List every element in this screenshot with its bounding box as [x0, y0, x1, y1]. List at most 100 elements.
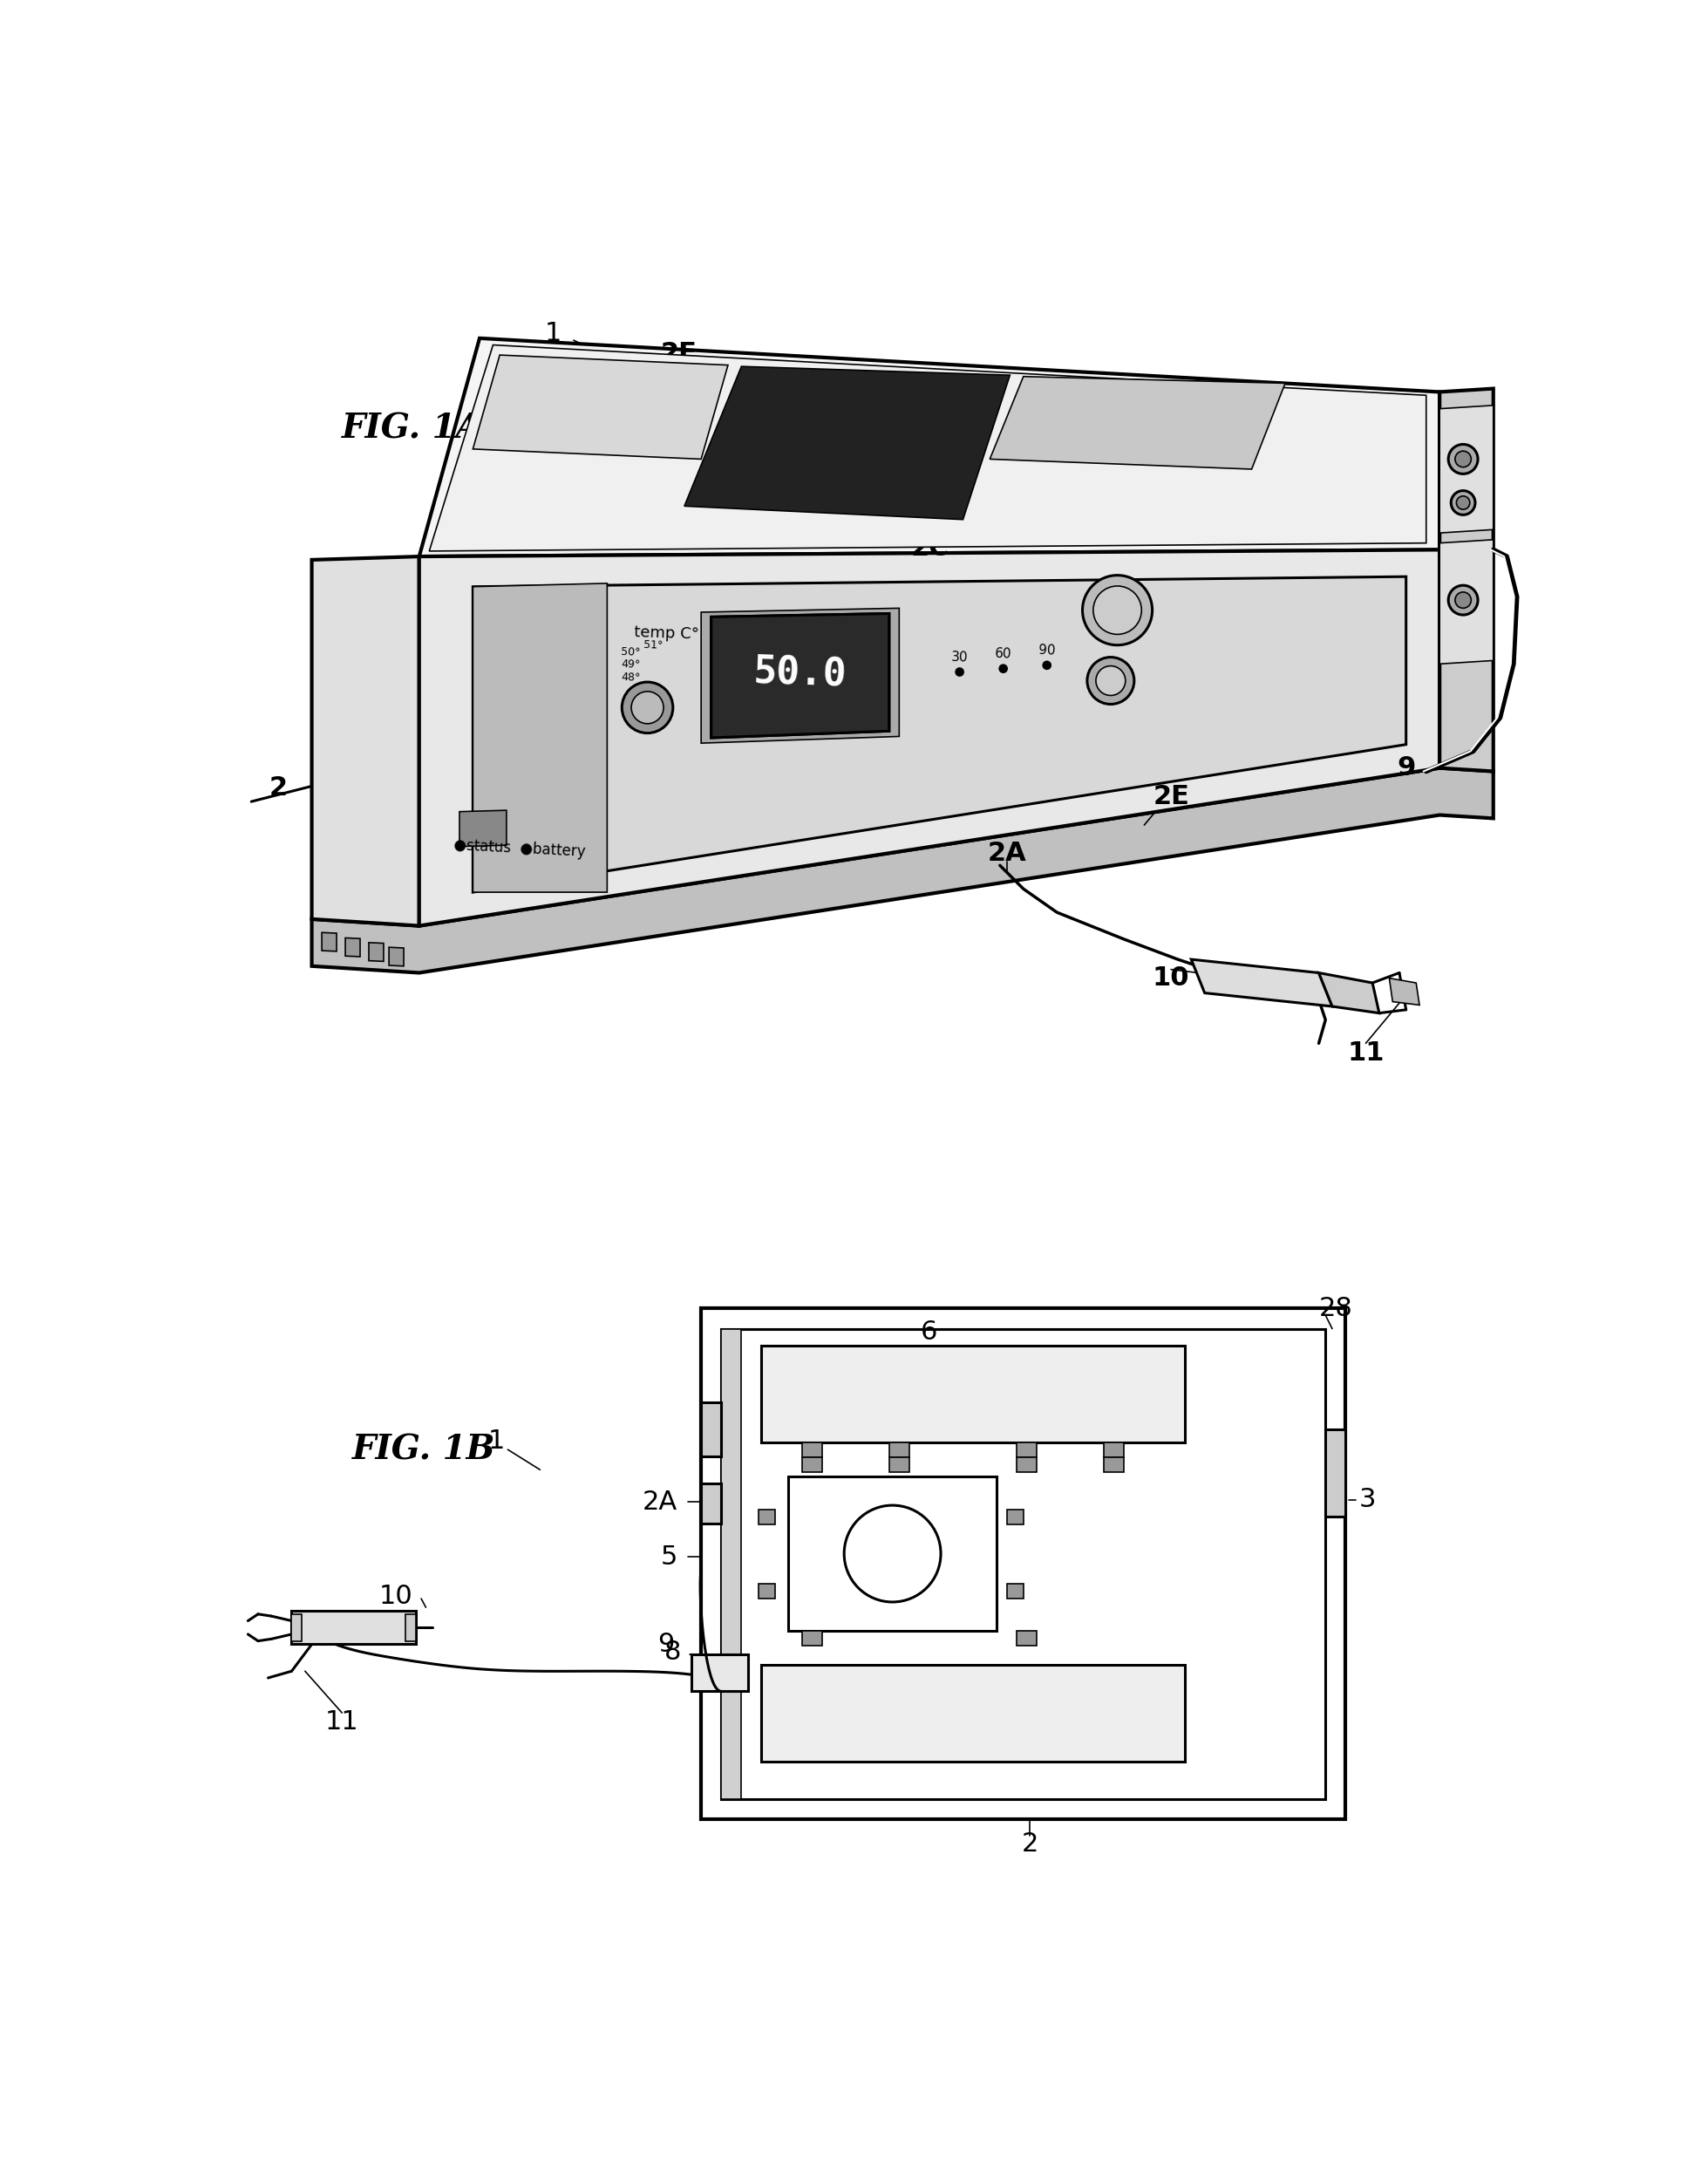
Bar	[1016, 1631, 1037, 1646]
Polygon shape	[418, 550, 1440, 927]
Polygon shape	[1389, 979, 1419, 1005]
Bar	[1016, 1457, 1037, 1472]
Text: 3: 3	[1360, 1488, 1377, 1512]
Text: 2: 2	[1021, 1831, 1038, 1857]
Text: 8: 8	[664, 1640, 681, 1666]
Text: 1: 1	[545, 322, 562, 346]
Polygon shape	[313, 768, 1493, 972]
Circle shape	[632, 692, 663, 724]
Circle shape	[1457, 496, 1471, 509]
Text: 2D: 2D	[1245, 513, 1286, 539]
Polygon shape	[389, 948, 403, 966]
Text: 2E: 2E	[1153, 785, 1189, 809]
Text: 49°: 49°	[620, 659, 640, 670]
Bar	[721, 1329, 741, 1799]
Bar	[1103, 1442, 1124, 1457]
Polygon shape	[418, 339, 1440, 557]
Text: 2A: 2A	[987, 840, 1027, 866]
Text: 50.0: 50.0	[753, 655, 847, 694]
Bar	[762, 1664, 1185, 1762]
Bar	[789, 1477, 996, 1631]
Text: 6: 6	[921, 1692, 938, 1718]
Bar	[407, 1614, 415, 1640]
Circle shape	[1044, 661, 1050, 670]
Circle shape	[844, 1505, 941, 1603]
Text: 30: 30	[951, 650, 968, 663]
Circle shape	[1455, 592, 1471, 609]
Text: 7: 7	[786, 1488, 801, 1512]
Text: 48°: 48°	[620, 672, 640, 683]
Polygon shape	[1440, 539, 1493, 663]
Bar	[721, 1329, 1325, 1799]
Bar	[1006, 1509, 1023, 1525]
Bar	[1325, 1429, 1346, 1516]
Circle shape	[1093, 585, 1141, 635]
Text: 11: 11	[325, 1710, 359, 1733]
Text: 50°: 50°	[620, 646, 640, 659]
Polygon shape	[1440, 389, 1493, 772]
Bar	[801, 1442, 822, 1457]
Polygon shape	[369, 942, 384, 961]
Text: 5: 5	[661, 1544, 678, 1570]
Text: 11: 11	[1348, 1042, 1383, 1066]
Text: 28: 28	[1319, 1296, 1353, 1320]
Bar	[1103, 1457, 1124, 1472]
Text: 2A: 2A	[642, 1490, 678, 1514]
Polygon shape	[313, 557, 418, 927]
Text: 51°: 51°	[644, 639, 663, 650]
Bar	[890, 1442, 909, 1457]
Bar	[801, 1457, 822, 1472]
Text: 2F: 2F	[661, 341, 697, 365]
Text: 6V: 6V	[943, 1375, 1003, 1414]
Circle shape	[1448, 585, 1477, 616]
Polygon shape	[1190, 959, 1332, 1007]
Text: 9: 9	[1397, 755, 1416, 781]
Bar	[890, 1457, 909, 1472]
Polygon shape	[429, 346, 1426, 550]
Polygon shape	[702, 609, 898, 744]
Polygon shape	[1319, 972, 1378, 1014]
Circle shape	[999, 666, 1008, 672]
Bar	[702, 1309, 1346, 1818]
Bar	[1006, 1583, 1023, 1599]
Polygon shape	[473, 355, 728, 459]
Bar	[801, 1631, 822, 1646]
Text: 2B: 2B	[910, 705, 950, 729]
Circle shape	[1083, 574, 1153, 646]
Text: 10: 10	[379, 1583, 412, 1610]
Text: 1: 1	[488, 1429, 506, 1455]
Text: 60: 60	[994, 646, 1011, 661]
Bar	[758, 1583, 775, 1599]
Polygon shape	[1440, 405, 1493, 533]
Circle shape	[955, 668, 963, 676]
Polygon shape	[459, 811, 507, 846]
Polygon shape	[473, 583, 606, 892]
Circle shape	[622, 683, 673, 733]
Text: temp C°: temp C°	[634, 624, 699, 642]
Circle shape	[1088, 657, 1134, 705]
Bar	[762, 1346, 1185, 1442]
Text: 6V: 6V	[943, 1692, 1003, 1733]
Bar	[758, 1509, 775, 1525]
Text: FIG. 1B: FIG. 1B	[352, 1433, 495, 1466]
Text: 6: 6	[921, 1320, 938, 1344]
Text: 10: 10	[1153, 966, 1189, 992]
Bar	[292, 1612, 415, 1644]
Polygon shape	[685, 365, 1009, 520]
Bar	[292, 1614, 302, 1640]
Text: 90: 90	[1038, 644, 1056, 657]
Bar	[1016, 1442, 1037, 1457]
Polygon shape	[473, 576, 1406, 892]
Bar	[692, 1655, 748, 1692]
Text: 2: 2	[268, 776, 287, 800]
Text: FIG. 1A: FIG. 1A	[342, 413, 483, 446]
Text: 8: 8	[1360, 439, 1378, 465]
Polygon shape	[345, 937, 360, 957]
Circle shape	[1452, 492, 1476, 515]
Polygon shape	[991, 376, 1284, 470]
Circle shape	[1097, 666, 1126, 696]
Text: 9: 9	[658, 1631, 675, 1657]
Circle shape	[1455, 450, 1471, 468]
Circle shape	[1448, 444, 1477, 474]
Bar	[702, 1483, 721, 1522]
